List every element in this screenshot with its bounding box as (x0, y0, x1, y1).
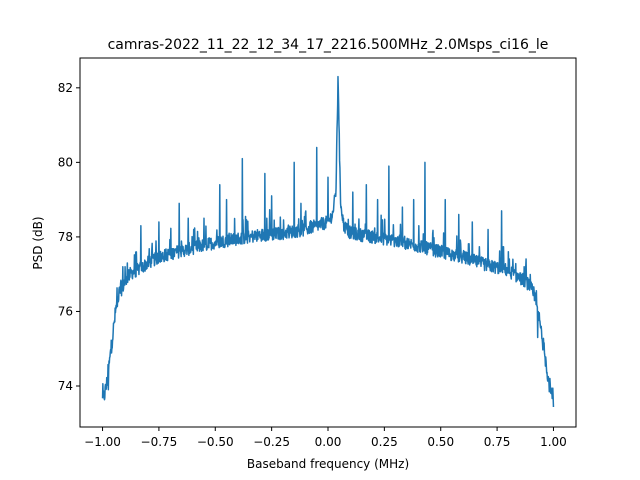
y-tick-label: 78 (58, 230, 73, 244)
x-tick-label: −0.50 (197, 435, 234, 449)
series-layer (101, 75, 555, 407)
y-tick-label: 76 (58, 304, 73, 318)
chart-title: camras-2022_11_22_12_34_17_2216.500MHz_2… (108, 37, 549, 53)
x-tick-label: −1.00 (84, 435, 121, 449)
y-tick-label: 82 (58, 81, 73, 95)
y-axis-ticks: 74 76 78 80 82 (58, 81, 80, 393)
psd-series-line (101, 75, 555, 407)
x-tick-label: 0.00 (315, 435, 342, 449)
x-axis-ticks: −1.00 −0.75 −0.50 −0.25 0.00 0.25 0.50 0.75 1.00 (84, 427, 567, 449)
x-tick-label: 0.25 (371, 435, 398, 449)
y-axis-label: PSD (dB) (31, 216, 45, 269)
x-tick-label: −0.75 (141, 435, 178, 449)
x-tick-label: 0.50 (427, 435, 454, 449)
x-tick-label: 0.75 (484, 435, 511, 449)
y-tick-label: 74 (58, 379, 73, 393)
x-axis-label: Baseband frequency (MHz) (247, 457, 409, 471)
y-tick-label: 80 (58, 155, 73, 169)
x-tick-label: −0.25 (253, 435, 290, 449)
x-tick-label: 1.00 (540, 435, 567, 449)
plot-area (101, 75, 555, 407)
